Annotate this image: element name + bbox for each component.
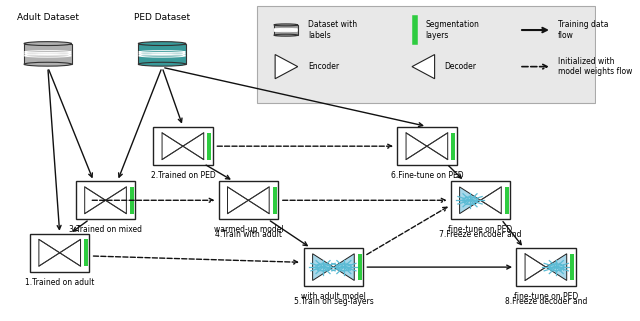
Text: 8.Freeze decoder and: 8.Freeze decoder and bbox=[505, 297, 587, 306]
Bar bbox=[570, 254, 575, 281]
Polygon shape bbox=[138, 44, 186, 64]
Bar bbox=[130, 187, 134, 214]
Polygon shape bbox=[106, 187, 126, 214]
Text: 3.Trained on mixed: 3.Trained on mixed bbox=[69, 225, 142, 234]
FancyBboxPatch shape bbox=[76, 181, 135, 219]
Text: Training data
flow: Training data flow bbox=[558, 20, 608, 40]
Polygon shape bbox=[275, 55, 298, 79]
FancyBboxPatch shape bbox=[516, 248, 575, 286]
Polygon shape bbox=[333, 254, 355, 281]
FancyBboxPatch shape bbox=[304, 248, 364, 286]
Text: 6.Fine-tune on PED: 6.Fine-tune on PED bbox=[390, 171, 463, 180]
Bar bbox=[207, 133, 211, 160]
Text: 5.Train on seg-layers: 5.Train on seg-layers bbox=[294, 297, 373, 306]
Text: fine-tune on PED: fine-tune on PED bbox=[448, 225, 513, 234]
Polygon shape bbox=[406, 133, 427, 160]
Bar bbox=[84, 239, 88, 266]
Text: Adult Dataset: Adult Dataset bbox=[17, 13, 79, 22]
Text: PED Dataset: PED Dataset bbox=[134, 13, 190, 22]
Polygon shape bbox=[460, 187, 481, 214]
FancyBboxPatch shape bbox=[30, 234, 90, 272]
Polygon shape bbox=[183, 133, 204, 160]
Ellipse shape bbox=[138, 62, 186, 66]
Text: Segmentation
layers: Segmentation layers bbox=[425, 20, 479, 40]
Polygon shape bbox=[24, 44, 72, 64]
Bar bbox=[358, 254, 362, 281]
FancyBboxPatch shape bbox=[397, 127, 456, 165]
Text: with adult model: with adult model bbox=[301, 292, 366, 301]
Text: 1.Trained on adult: 1.Trained on adult bbox=[25, 278, 94, 287]
Ellipse shape bbox=[24, 42, 72, 46]
Text: 4.Train with adult: 4.Train with adult bbox=[215, 230, 282, 239]
Text: Dataset with
labels: Dataset with labels bbox=[308, 20, 357, 40]
Text: 2.Trained on PED: 2.Trained on PED bbox=[150, 171, 215, 180]
Ellipse shape bbox=[274, 34, 298, 36]
Ellipse shape bbox=[138, 42, 186, 46]
Text: Initialized with
model weights flow: Initialized with model weights flow bbox=[558, 57, 632, 76]
Text: warmed-up model: warmed-up model bbox=[214, 225, 283, 234]
Polygon shape bbox=[481, 187, 501, 214]
Text: 7.Freeze encoder and: 7.Freeze encoder and bbox=[439, 230, 522, 239]
Polygon shape bbox=[228, 187, 248, 214]
Bar bbox=[505, 187, 509, 214]
Polygon shape bbox=[525, 254, 546, 281]
Text: Encoder: Encoder bbox=[308, 62, 339, 71]
Bar bbox=[451, 133, 456, 160]
Polygon shape bbox=[162, 133, 183, 160]
Bar bbox=[273, 187, 277, 214]
Polygon shape bbox=[312, 254, 333, 281]
Ellipse shape bbox=[24, 62, 72, 66]
Polygon shape bbox=[39, 239, 60, 266]
FancyBboxPatch shape bbox=[219, 181, 278, 219]
Polygon shape bbox=[427, 133, 448, 160]
Polygon shape bbox=[248, 187, 269, 214]
Text: Decoder: Decoder bbox=[445, 62, 477, 71]
Polygon shape bbox=[412, 55, 435, 79]
Polygon shape bbox=[84, 187, 106, 214]
Polygon shape bbox=[274, 25, 298, 35]
Polygon shape bbox=[60, 239, 81, 266]
FancyBboxPatch shape bbox=[257, 6, 595, 103]
FancyBboxPatch shape bbox=[451, 181, 510, 219]
Ellipse shape bbox=[274, 24, 298, 26]
Text: fine-tune on PED: fine-tune on PED bbox=[514, 292, 578, 301]
FancyBboxPatch shape bbox=[153, 127, 212, 165]
Polygon shape bbox=[546, 254, 567, 281]
